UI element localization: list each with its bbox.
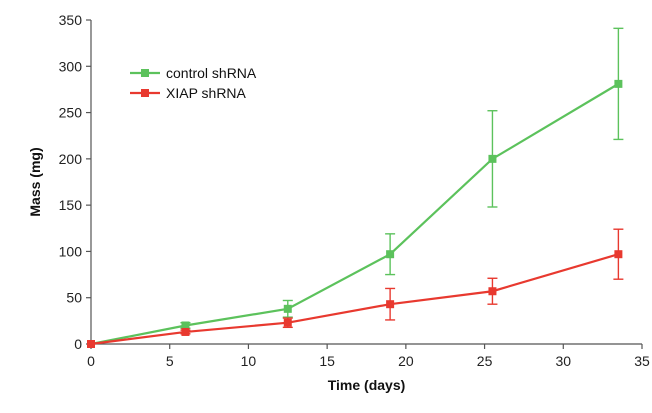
y-axis-title: Mass (mg) [27,147,43,216]
legend-label: XIAP shRNA [166,85,247,101]
y-axis-ticks: 0 50 100 150 200 250 300 350 [59,12,91,352]
legend: control shRNA XIAP shRNA [130,65,257,101]
x-tick-label: 15 [319,353,335,369]
y-tick-label: 0 [74,336,82,352]
series-0 [87,27,624,348]
y-tick-label: 350 [59,12,83,28]
x-tick-label: 20 [398,353,414,369]
data-point [386,300,395,309]
x-tick-label: 35 [634,353,650,369]
legend-item: XIAP shRNA [130,85,247,101]
legend-label: control shRNA [166,65,257,81]
data-point [488,287,497,296]
data-point [181,321,190,330]
y-tick-label: 200 [59,151,83,167]
series-1 [87,228,624,348]
x-axis-ticks: 0 5 10 15 20 25 30 35 [87,344,650,369]
legend-marker [141,69,149,77]
y-tick-label: 150 [59,197,83,213]
y-tick-label: 250 [59,105,83,121]
y-tick-label: 100 [59,243,83,259]
legend-item: control shRNA [130,65,257,81]
y-tick-label: 300 [59,58,83,74]
x-tick-label: 10 [241,353,257,369]
x-tick-label: 5 [166,353,174,369]
series-layer [87,27,624,348]
y-tick-label: 50 [66,290,82,306]
axes [90,20,642,345]
legend-marker [141,89,149,97]
x-axis-title: Time (days) [328,377,406,393]
data-point [87,340,95,348]
data-point [283,318,292,327]
series-line [90,253,619,346]
data-point [614,250,623,259]
data-point [181,327,190,336]
data-point [488,154,497,163]
data-point [614,79,623,88]
x-tick-label: 0 [87,353,95,369]
series-line [90,82,619,346]
data-point [386,250,395,259]
data-point [283,304,292,313]
x-tick-label: 30 [555,353,571,369]
x-tick-label: 25 [477,353,493,369]
